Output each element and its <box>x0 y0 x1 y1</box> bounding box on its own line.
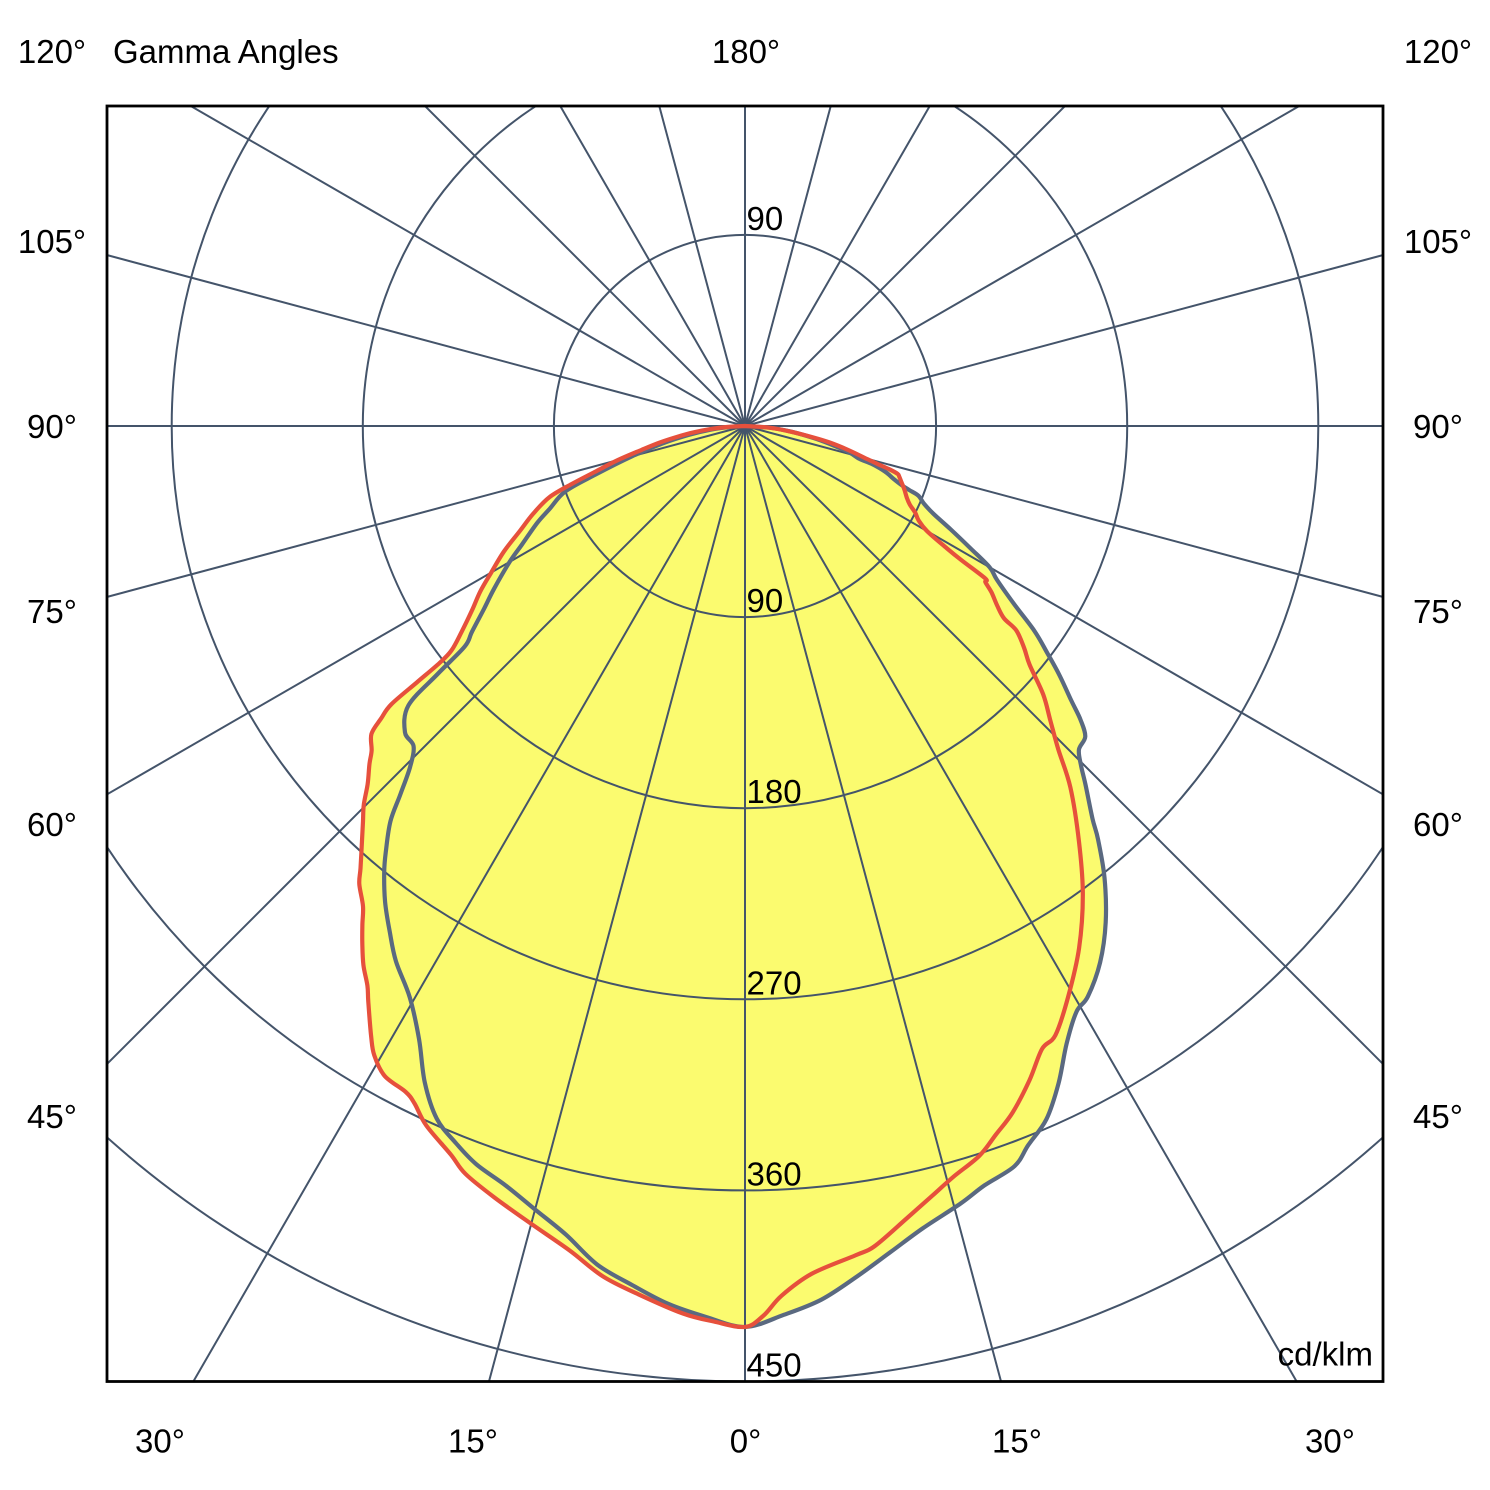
svg-text:90°: 90° <box>27 408 77 445</box>
svg-text:270: 270 <box>747 964 802 1001</box>
svg-text:30°: 30° <box>1305 1423 1355 1460</box>
svg-text:90: 90 <box>747 200 784 237</box>
svg-text:0°: 0° <box>730 1423 762 1460</box>
svg-text:120°: 120° <box>18 33 86 70</box>
svg-text:75°: 75° <box>1413 593 1463 630</box>
svg-text:180°: 180° <box>712 33 780 70</box>
svg-text:105°: 105° <box>1404 223 1472 260</box>
svg-text:45°: 45° <box>27 1098 77 1135</box>
svg-text:45°: 45° <box>1413 1098 1463 1135</box>
svg-text:105°: 105° <box>18 223 86 260</box>
svg-text:15°: 15° <box>992 1423 1042 1460</box>
svg-text:450: 450 <box>747 1347 802 1384</box>
svg-text:90: 90 <box>747 582 784 619</box>
svg-text:120°: 120° <box>1404 33 1472 70</box>
svg-text:90°: 90° <box>1413 408 1463 445</box>
svg-text:cd/klm: cd/klm <box>1278 1336 1373 1373</box>
svg-text:Gamma Angles: Gamma Angles <box>113 33 339 70</box>
svg-text:30°: 30° <box>135 1423 185 1460</box>
svg-text:15°: 15° <box>448 1423 498 1460</box>
svg-text:75°: 75° <box>27 593 77 630</box>
svg-text:60°: 60° <box>27 806 77 843</box>
svg-text:60°: 60° <box>1413 806 1463 843</box>
svg-text:360: 360 <box>747 1155 802 1192</box>
svg-text:180: 180 <box>747 773 802 810</box>
